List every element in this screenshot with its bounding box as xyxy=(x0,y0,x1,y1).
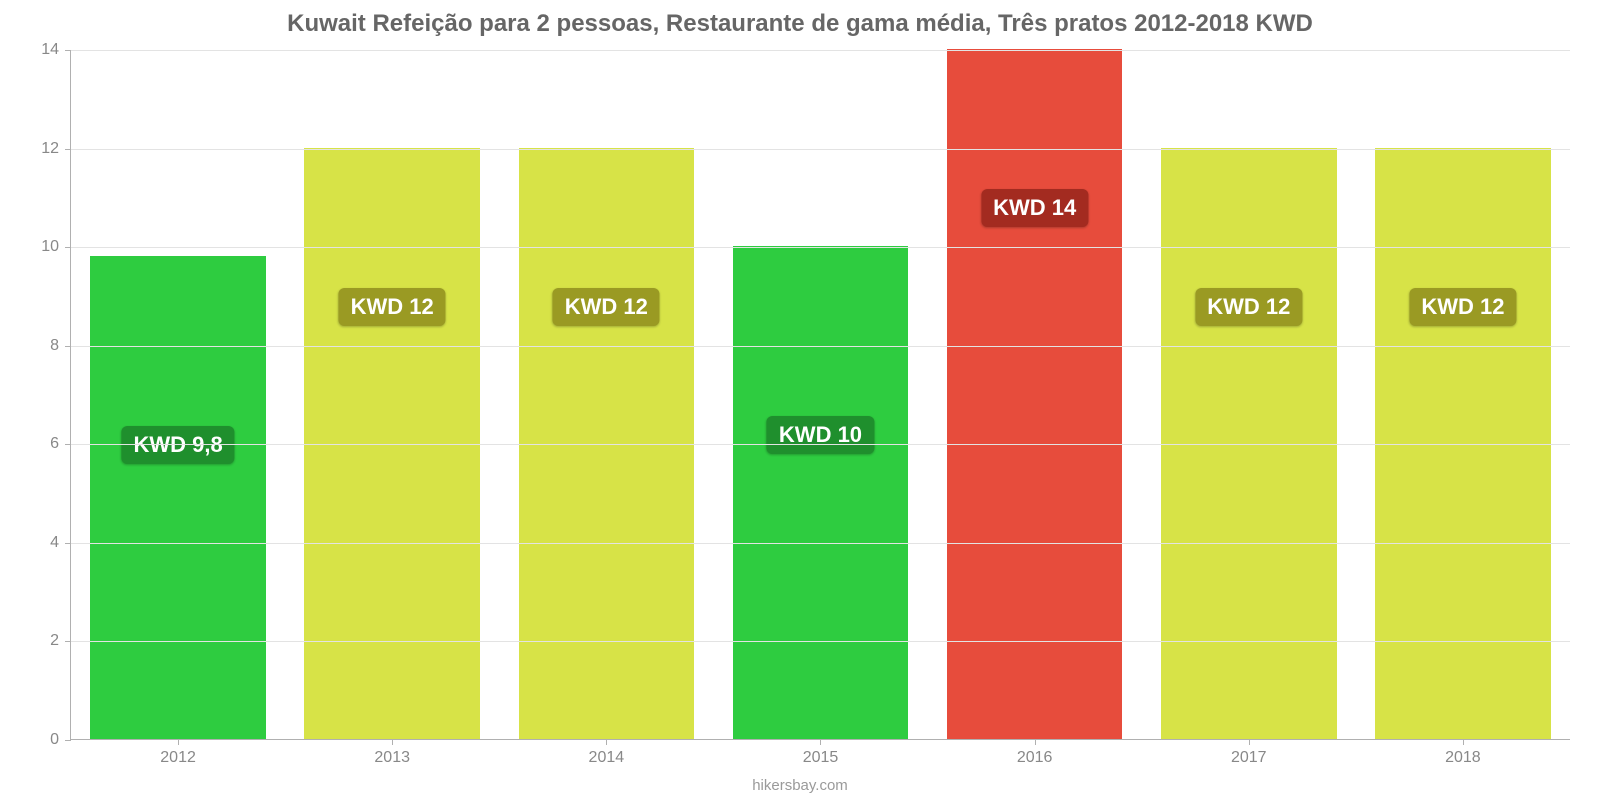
bar-value-label: KWD 12 xyxy=(339,288,446,326)
y-tick-label: 4 xyxy=(50,534,71,552)
bar-slot: KWD 122018 xyxy=(1356,50,1570,739)
bar-slot: KWD 122014 xyxy=(499,50,713,739)
chart-container: Kuwait Refeição para 2 pessoas, Restaura… xyxy=(0,0,1600,800)
gridline xyxy=(71,247,1570,248)
bar-slot: KWD 122013 xyxy=(285,50,499,739)
bar-value-label: KWD 10 xyxy=(767,416,874,454)
bar: KWD 14 xyxy=(947,49,1123,739)
bar-slot: KWD 122017 xyxy=(1142,50,1356,739)
bar: KWD 12 xyxy=(519,148,695,739)
y-tick-label: 6 xyxy=(50,435,71,453)
gridline xyxy=(71,543,1570,544)
x-axis-tick xyxy=(1035,739,1036,745)
bar: KWD 12 xyxy=(304,148,480,739)
bar-value-label: KWD 12 xyxy=(1409,288,1516,326)
bar: KWD 12 xyxy=(1375,148,1551,739)
bar-value-label: KWD 14 xyxy=(981,189,1088,227)
bar: KWD 10 xyxy=(733,246,909,739)
x-axis-tick xyxy=(1249,739,1250,745)
y-tick-label: 2 xyxy=(50,632,71,650)
plot-area: KWD 9,82012KWD 122013KWD 122014KWD 10201… xyxy=(70,50,1570,740)
gridline xyxy=(71,346,1570,347)
y-tick-label: 0 xyxy=(50,731,71,749)
bar-slot: KWD 102015 xyxy=(713,50,927,739)
x-axis-tick xyxy=(606,739,607,745)
bar-value-label: KWD 12 xyxy=(1195,288,1302,326)
y-tick-label: 8 xyxy=(50,337,71,355)
bar: KWD 9,8 xyxy=(90,256,266,739)
attribution-text: hikersbay.com xyxy=(0,777,1600,794)
gridline xyxy=(71,149,1570,150)
gridline xyxy=(71,641,1570,642)
gridline xyxy=(71,50,1570,51)
bar: KWD 12 xyxy=(1161,148,1337,739)
bars-group: KWD 9,82012KWD 122013KWD 122014KWD 10201… xyxy=(71,50,1570,739)
chart-title: Kuwait Refeição para 2 pessoas, Restaura… xyxy=(0,10,1600,38)
x-axis-tick xyxy=(392,739,393,745)
x-axis-tick xyxy=(178,739,179,745)
bar-value-label: KWD 12 xyxy=(553,288,660,326)
y-tick-label: 14 xyxy=(41,41,71,59)
y-tick-label: 10 xyxy=(41,238,71,256)
gridline xyxy=(71,444,1570,445)
x-axis-tick xyxy=(1463,739,1464,745)
y-tick-label: 12 xyxy=(41,140,71,158)
x-axis-tick xyxy=(820,739,821,745)
bar-slot: KWD 142016 xyxy=(928,50,1142,739)
bar-slot: KWD 9,82012 xyxy=(71,50,285,739)
